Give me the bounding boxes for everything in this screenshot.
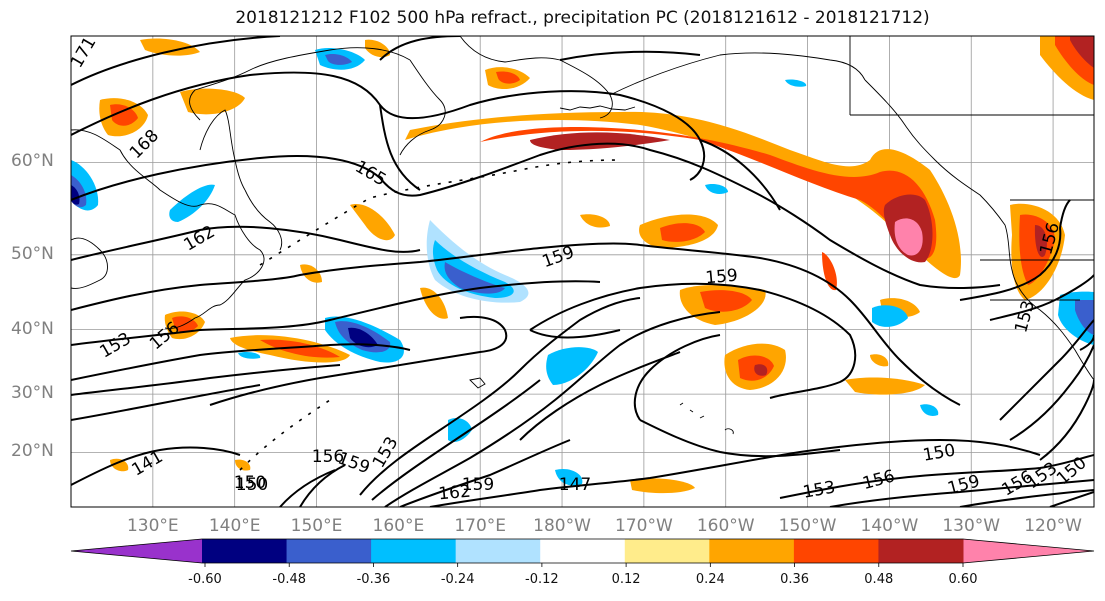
contour-label: 150 xyxy=(234,473,266,493)
colorbar-swatch xyxy=(878,539,964,563)
colorbar-tick-label: 0.36 xyxy=(780,572,810,587)
contour-label: 147 xyxy=(559,475,591,495)
colorbar-tick-label: 0.12 xyxy=(611,572,641,587)
colorbar-swatch xyxy=(455,539,541,563)
colorbar-outline xyxy=(70,538,1095,564)
colorbar-extend-high xyxy=(963,539,1094,563)
map-title: 2018121212 F102 500 hPa refract., precip… xyxy=(235,8,930,28)
contour-label: 159 xyxy=(705,266,739,289)
colorbar-tick-label: -0.12 xyxy=(525,572,559,587)
map-frame xyxy=(70,35,1095,508)
colorbar-tick-label: 0.48 xyxy=(864,572,894,587)
lon-label: 170°W xyxy=(614,516,673,536)
contour-label: 159 xyxy=(462,475,494,495)
lon-label: 160°E xyxy=(372,516,425,536)
lon-label: 140°W xyxy=(860,516,919,536)
colorbar-swatch xyxy=(286,539,372,563)
lat-label: 30°N xyxy=(11,383,54,404)
lon-label: 130°W xyxy=(942,516,1001,536)
lat-label: 40°N xyxy=(11,318,54,339)
contour-label: 156 xyxy=(312,447,344,467)
precipitation-shading xyxy=(71,36,1094,494)
dashed-contour xyxy=(239,159,621,471)
lat-label: 60°N xyxy=(11,151,54,172)
colorbar-tick-label: 0.24 xyxy=(695,572,725,587)
colorbar-swatch xyxy=(624,539,710,563)
colorbar xyxy=(70,538,1095,567)
lat-label: 50°N xyxy=(11,243,54,264)
lon-label: 160°W xyxy=(696,516,755,536)
lon-label: 170°E xyxy=(454,516,507,536)
colorbar-tick-label: -0.48 xyxy=(272,572,307,587)
colorbar-swatch xyxy=(709,539,795,563)
lon-label: 150°W xyxy=(778,516,837,536)
colorbar-swatch xyxy=(371,539,457,563)
contour-label: 150 xyxy=(236,475,268,495)
colorbar-swatch xyxy=(540,539,626,563)
geopotential-contours xyxy=(71,36,1094,507)
lon-label: 180°W xyxy=(533,516,591,536)
lon-label: 120°W xyxy=(1024,516,1082,536)
lat-label: 20°N xyxy=(11,441,54,462)
colorbar-swatch xyxy=(202,539,288,563)
colorbar-tick-label: 0.60 xyxy=(948,572,978,587)
lon-label: 130°E xyxy=(126,516,179,536)
colorbar-tick-label: -0.60 xyxy=(188,572,222,587)
coastlines xyxy=(71,36,1094,435)
contour-label: 162 xyxy=(438,482,472,505)
lon-label: 150°E xyxy=(290,516,343,536)
colorbar-swatch xyxy=(793,539,879,563)
colorbar-extend-low xyxy=(71,539,202,563)
lon-label: 140°E xyxy=(208,516,261,536)
colorbar-tick-label: -0.24 xyxy=(440,572,475,587)
colorbar-tick-label: -0.36 xyxy=(356,572,391,587)
